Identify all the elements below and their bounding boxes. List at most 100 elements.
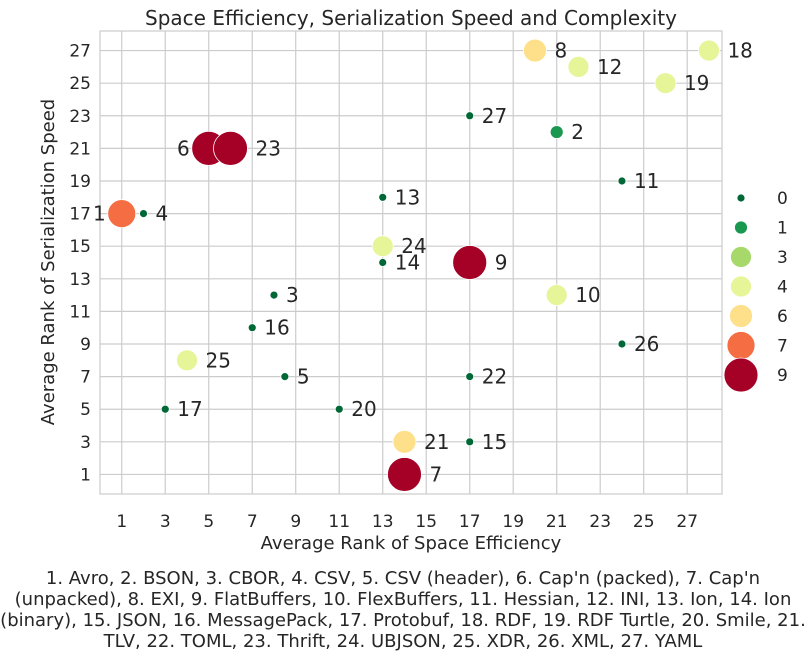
x-tick-label: 27 bbox=[676, 512, 698, 532]
legend-label: 6 bbox=[777, 307, 788, 327]
data-point bbox=[280, 372, 290, 382]
y-tick-label: 1 bbox=[80, 465, 91, 485]
x-tick-label: 9 bbox=[290, 512, 301, 532]
data-point bbox=[617, 339, 627, 349]
legend-marker bbox=[729, 304, 753, 328]
data-point bbox=[247, 323, 257, 333]
legend-label: 0 bbox=[777, 189, 788, 209]
y-tick-label: 21 bbox=[69, 139, 91, 159]
x-tick-label: 19 bbox=[502, 512, 524, 532]
data-point bbox=[545, 284, 568, 307]
legend: 0 1 3 4 6 7 9 bbox=[723, 189, 788, 393]
point-label: 20 bbox=[351, 397, 376, 421]
y-tick-label: 11 bbox=[69, 302, 91, 322]
x-tick-label: 7 bbox=[247, 512, 258, 532]
x-tick-labels: 1 3 5 7 9 11 13 15 17 19 21 23 25 27 bbox=[116, 512, 698, 532]
y-tick-label: 23 bbox=[69, 107, 91, 127]
point-label: 1 bbox=[93, 202, 106, 226]
data-point bbox=[567, 55, 590, 78]
data-point bbox=[465, 111, 475, 121]
data-points bbox=[107, 38, 720, 492]
point-label: 7 bbox=[429, 462, 442, 486]
x-tick-label: 25 bbox=[633, 512, 655, 532]
x-tick-label: 21 bbox=[546, 512, 568, 532]
legend-marker bbox=[730, 246, 752, 268]
y-tick-label: 19 bbox=[69, 172, 91, 192]
x-tick-label: 17 bbox=[459, 512, 481, 532]
data-point bbox=[465, 437, 475, 447]
y-tick-label: 25 bbox=[69, 74, 91, 94]
data-point bbox=[387, 457, 422, 492]
point-label: 16 bbox=[264, 316, 289, 340]
point-label: 3 bbox=[286, 283, 299, 307]
point-label: 13 bbox=[395, 185, 420, 209]
data-point bbox=[465, 372, 475, 382]
data-point bbox=[452, 245, 488, 280]
x-tick-label: 3 bbox=[160, 512, 171, 532]
legend-label: 9 bbox=[777, 366, 788, 386]
point-label: 2 bbox=[571, 120, 584, 144]
point-label: 23 bbox=[255, 136, 280, 160]
point-label: 25 bbox=[205, 348, 230, 372]
data-point bbox=[160, 404, 170, 414]
point-labels: 1234567891011121314151617181920212223242… bbox=[93, 39, 753, 487]
legend-marker bbox=[723, 357, 759, 393]
format-key-caption: 1. Avro, 2. BSON, 3. CBOR, 4. CSV, 5. CS… bbox=[0, 568, 806, 652]
legend-marker bbox=[730, 275, 752, 298]
point-label: 26 bbox=[634, 332, 659, 356]
data-point bbox=[392, 429, 417, 454]
chart-title: Space Efficiency, Serialization Speed an… bbox=[145, 6, 677, 30]
point-label: 10 bbox=[575, 283, 600, 307]
point-label: 22 bbox=[482, 365, 507, 389]
point-label: 11 bbox=[634, 169, 659, 193]
y-axis-label: Average Rank of Serialization Speed bbox=[38, 99, 59, 425]
x-axis-label: Average Rank of Space Efficiency bbox=[261, 533, 562, 554]
data-point bbox=[378, 258, 388, 267]
legend-label: 7 bbox=[777, 337, 788, 357]
x-tick-label: 23 bbox=[589, 512, 611, 532]
point-label: 8 bbox=[554, 39, 567, 63]
plot-area-frame bbox=[99, 30, 723, 495]
legend-label: 1 bbox=[777, 219, 788, 239]
data-point bbox=[107, 199, 137, 228]
legend-label: 3 bbox=[777, 248, 788, 268]
point-label: 15 bbox=[482, 430, 507, 454]
data-point bbox=[213, 130, 248, 166]
point-label: 12 bbox=[597, 55, 622, 79]
y-tick-label: 13 bbox=[69, 270, 91, 290]
x-tick-label: 5 bbox=[203, 512, 214, 532]
y-tick-label: 5 bbox=[80, 400, 91, 420]
data-point bbox=[617, 176, 627, 186]
point-label: 18 bbox=[727, 39, 752, 63]
scatter-chart: 1 3 5 7 9 11 13 15 17 19 21 23 25 27 1357911131517192… bbox=[38, 6, 788, 554]
grid-lines bbox=[100, 31, 722, 494]
point-label: 5 bbox=[297, 365, 310, 389]
y-tick-label: 17 bbox=[69, 205, 91, 225]
data-point bbox=[269, 290, 279, 300]
point-label: 6 bbox=[177, 136, 190, 160]
point-label: 27 bbox=[482, 104, 507, 128]
data-point bbox=[334, 404, 344, 414]
data-point bbox=[378, 192, 388, 202]
data-point bbox=[371, 235, 394, 258]
x-tick-label: 11 bbox=[328, 512, 350, 532]
legend-marker bbox=[736, 193, 746, 203]
legend-marker bbox=[726, 331, 756, 360]
point-label: 21 bbox=[424, 430, 449, 454]
data-point bbox=[698, 39, 720, 62]
y-tick-label: 7 bbox=[80, 368, 91, 388]
point-label: 24 bbox=[401, 234, 426, 258]
x-tick-label: 15 bbox=[415, 512, 437, 532]
y-tick-label: 9 bbox=[80, 335, 91, 355]
legend-marker bbox=[734, 220, 748, 235]
data-point bbox=[523, 38, 547, 63]
legend-label: 4 bbox=[777, 278, 788, 298]
data-point bbox=[549, 125, 564, 139]
data-point bbox=[654, 72, 677, 95]
point-label: 14 bbox=[395, 251, 420, 275]
data-point bbox=[176, 349, 198, 372]
data-point bbox=[139, 209, 148, 218]
y-tick-label: 27 bbox=[69, 42, 91, 62]
point-label: 17 bbox=[177, 397, 202, 421]
